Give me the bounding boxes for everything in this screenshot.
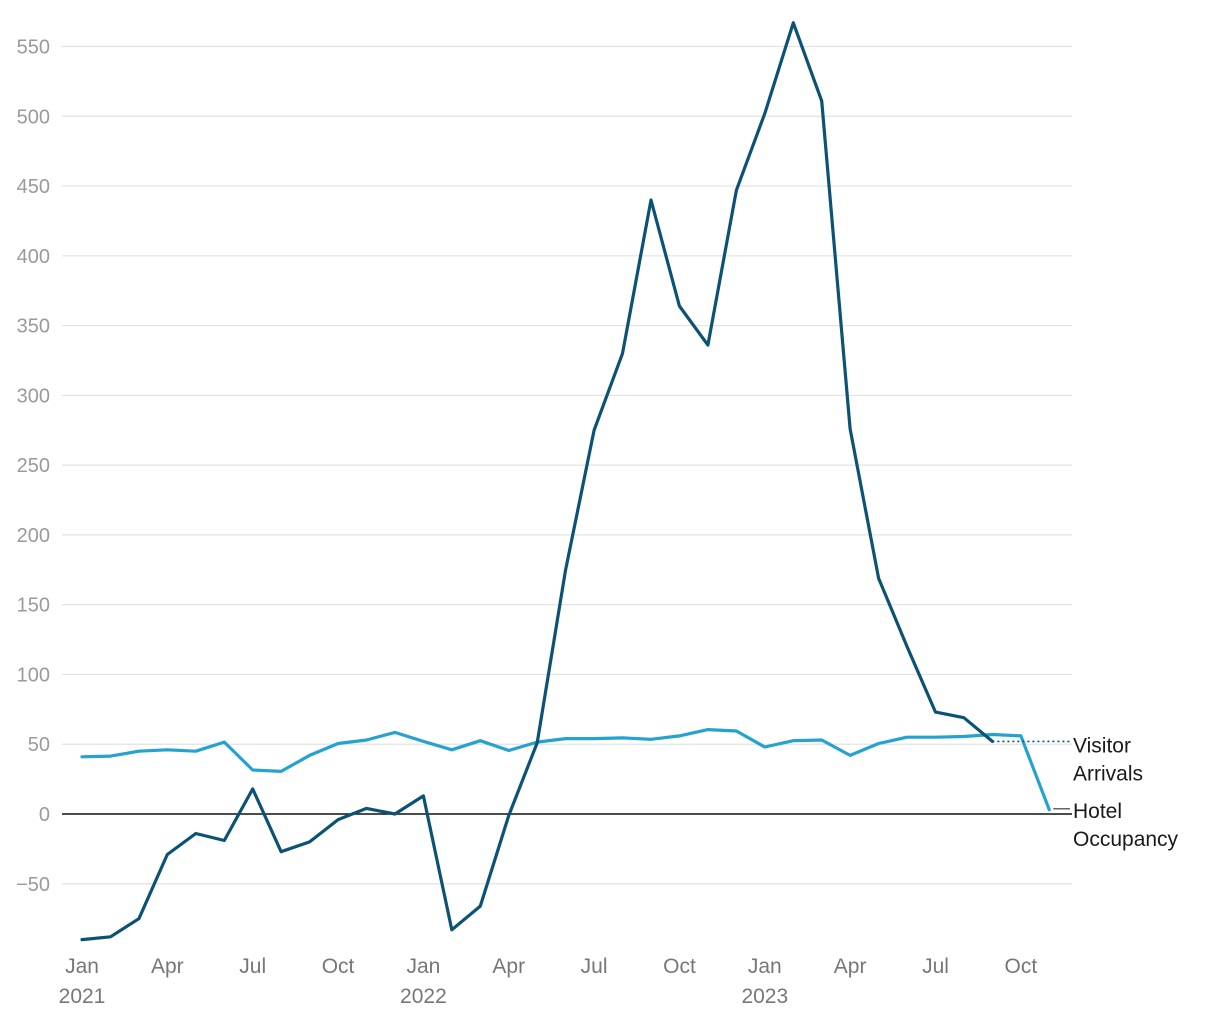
y-tick-label: 500 [17, 106, 50, 128]
y-tick-label: 200 [17, 525, 50, 547]
y-tick-label: 100 [17, 664, 50, 686]
series-labels: Visitor Arrivals Hotel Occupancy [992, 734, 1179, 851]
x-tick-label: Oct [322, 955, 355, 978]
hotel-occupancy-label: Hotel [1073, 800, 1122, 823]
visitor-arrivals-label: Arrivals [1073, 762, 1143, 785]
y-axis-tick-labels: −50 0 50 100 150 200 250 300 350 400 450 500 550 [16, 36, 50, 895]
x-tick-year-label: 2023 [741, 985, 788, 1008]
x-tick-year-label: 2022 [400, 985, 447, 1008]
y-tick-label: 450 [17, 176, 50, 198]
x-tick-label: Apr [834, 955, 867, 978]
gridlines [62, 45, 1072, 885]
y-tick-label: 300 [17, 385, 50, 407]
y-tick-label: −50 [16, 874, 50, 896]
y-tick-label: 350 [17, 316, 50, 338]
visitor-arrivals-line [80, 21, 995, 942]
x-tick-label: Oct [663, 955, 696, 978]
x-tick-label: Oct [1005, 955, 1038, 978]
series-lines [80, 21, 1051, 942]
visitor-arrivals-label: Visitor [1073, 734, 1131, 757]
y-tick-label: 550 [17, 36, 50, 58]
x-tick-label: Jan [65, 955, 99, 978]
y-tick-label: 250 [17, 455, 50, 477]
x-tick-label: Jan [748, 955, 782, 978]
y-tick-label: 50 [28, 734, 50, 756]
x-tick-label: Jul [581, 955, 608, 978]
y-tick-label: 0 [39, 804, 50, 826]
x-tick-year-label: 2021 [59, 985, 106, 1008]
x-tick-label: Jul [922, 955, 949, 978]
hotel-occupancy-label: Occupancy [1073, 828, 1179, 851]
x-tick-label: Apr [151, 955, 184, 978]
hotel-occupancy-line [80, 727, 1051, 812]
x-tick-label: Apr [492, 955, 525, 978]
y-tick-label: 150 [17, 595, 50, 617]
y-tick-label: 400 [17, 246, 50, 268]
x-tick-label: Jan [406, 955, 440, 978]
x-axis-tick-labels: Jan 2021 Apr Jul Oct Jan 2022 Apr Jul Oct Jan 2023 A… [59, 955, 1038, 1008]
x-tick-label: Jul [239, 955, 266, 978]
